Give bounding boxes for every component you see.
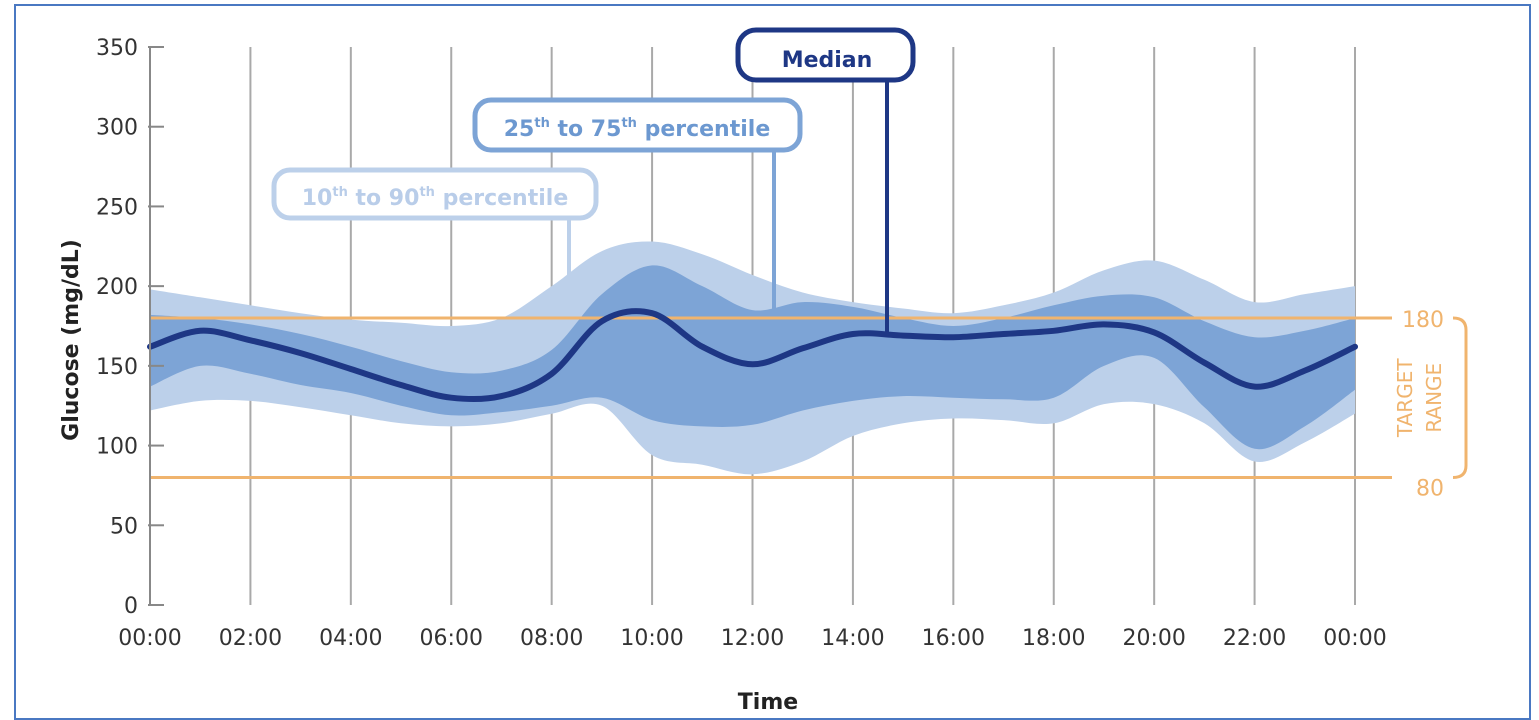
target-range-label-line1: TARGET bbox=[1393, 358, 1417, 438]
x-tick-label: 02:00 bbox=[219, 626, 282, 651]
x-tick-label: 18:00 bbox=[1022, 626, 1085, 651]
target-bracket bbox=[1452, 316, 1468, 479]
callout-10-90: 10th to 90th percentile bbox=[271, 167, 599, 278]
band-25-75 bbox=[150, 265, 1355, 450]
target-range-label-line2: RANGE bbox=[1422, 363, 1446, 433]
x-tick-label: 00:00 bbox=[118, 626, 181, 651]
median-line bbox=[147, 308, 1358, 403]
median-line-group bbox=[147, 308, 1358, 403]
target-range: 180 80 TARGET RANGE bbox=[150, 308, 1468, 501]
axes: 0 50 100 150 200 250 300 350 00:00 02:00 04:00 06:0… bbox=[96, 36, 1387, 651]
y-tick-label: 150 bbox=[96, 355, 138, 380]
target-high-label: 180 bbox=[1402, 308, 1444, 333]
x-axis-title: Time bbox=[738, 690, 798, 714]
y-tick-label: 300 bbox=[96, 116, 138, 141]
x-tick-label: 16:00 bbox=[922, 626, 985, 651]
callout-25-75-box bbox=[472, 97, 803, 153]
x-tick-label: 08:00 bbox=[520, 626, 583, 651]
percentile-bands bbox=[150, 241, 1355, 475]
y-axis-title: Glucose (mg/dL) bbox=[59, 239, 84, 441]
x-tick-label: 06:00 bbox=[420, 626, 483, 651]
callout-25-75: 25th to 75th percentile bbox=[472, 97, 803, 312]
y-tick-label: 200 bbox=[96, 275, 138, 300]
x-tick-label: 14:00 bbox=[821, 626, 884, 651]
callout-median-box bbox=[735, 27, 916, 83]
callout-10-90-label: 10th to 90th percentile bbox=[302, 185, 569, 211]
callout-10-90-box bbox=[271, 167, 599, 221]
y-tick-label: 350 bbox=[96, 36, 138, 61]
callout-median: Median bbox=[735, 27, 916, 334]
x-tick-label: 22:00 bbox=[1223, 626, 1286, 651]
callout-25-75-label: 25th to 75th percentile bbox=[504, 116, 771, 142]
x-tick-label: 04:00 bbox=[319, 626, 382, 651]
y-tick-label: 50 bbox=[110, 514, 138, 539]
y-tick-label: 0 bbox=[124, 594, 138, 619]
x-tick-label: 12:00 bbox=[721, 626, 784, 651]
callout-median-label: Median bbox=[782, 48, 873, 73]
y-tick-label: 100 bbox=[96, 435, 138, 460]
target-low-label: 80 bbox=[1416, 476, 1444, 501]
y-tick-label: 250 bbox=[96, 195, 138, 220]
x-tick-label: 20:00 bbox=[1122, 626, 1185, 651]
x-tick-label: 10:00 bbox=[620, 626, 683, 651]
x-tick-label: 00:00 bbox=[1323, 626, 1386, 651]
